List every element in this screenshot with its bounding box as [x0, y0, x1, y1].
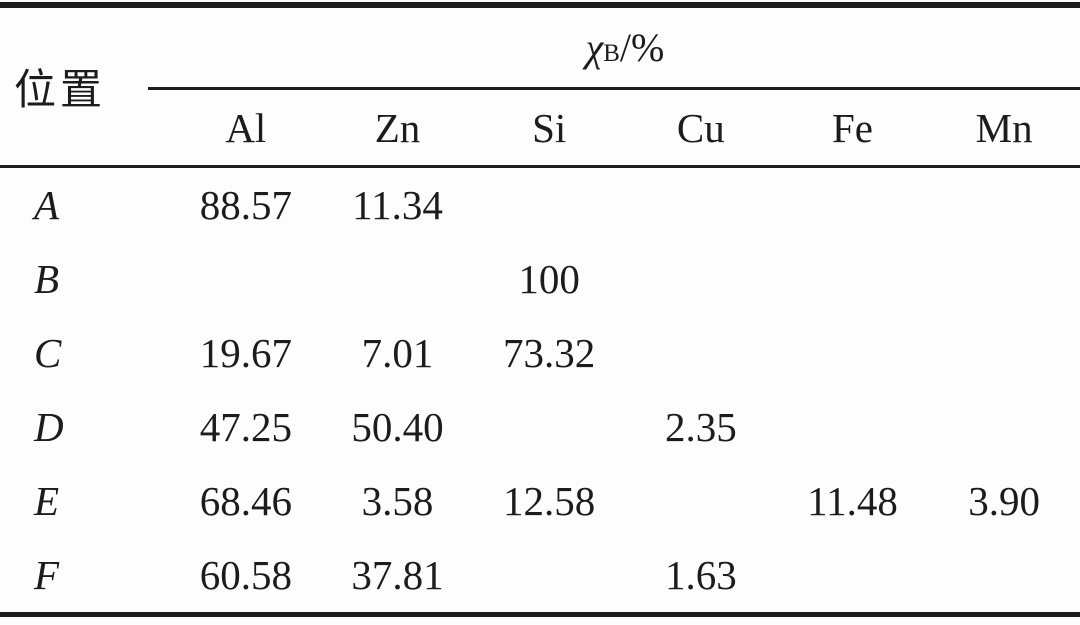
table-cell: 7.01: [361, 330, 434, 376]
table-cell: 50.40: [351, 404, 444, 450]
table-bottom-rule: [0, 612, 1080, 617]
table-cell: 100: [518, 256, 580, 302]
table-cell: 88.57: [199, 182, 292, 228]
chi-subscript: B: [603, 39, 620, 67]
table-cell: 47.25: [199, 404, 292, 450]
column-header-mn: Mn: [975, 104, 1033, 151]
table-row-d: D 47.25 50.40 2.35: [0, 390, 1080, 464]
column-header-cu: Cu: [676, 104, 725, 151]
span-header-chi-b-percent: χ B/%: [170, 8, 1080, 87]
table-top-rule: [0, 2, 1080, 8]
span-header-zone: χ B/% Al Zn Si Cu Fe Mn: [148, 8, 1080, 165]
table-cell: 68.46: [199, 478, 292, 524]
column-header-al: Al: [225, 104, 267, 151]
table-cell: 3.90: [968, 478, 1041, 524]
table-header: 位置 χ B/% Al Zn Si Cu Fe Mn: [0, 8, 1080, 165]
table-row-c: C 19.67 7.01 73.32: [0, 316, 1080, 390]
percent-suffix: /%: [619, 25, 665, 70]
row-label: D: [34, 404, 64, 450]
table-cell: 2.35: [664, 404, 737, 450]
header-body-divider-rule: [0, 165, 1080, 168]
table-row-a: A 88.57 11.34: [0, 168, 1080, 242]
table-cell: 37.81: [351, 552, 444, 598]
table-row-e: E 68.46 3.58 12.58 11.48 3.90: [0, 464, 1080, 538]
column-header-zn: Zn: [374, 104, 421, 151]
row-header-label: 位置: [14, 68, 107, 114]
table-row-b: B 100: [0, 242, 1080, 316]
row-label: E: [34, 478, 60, 524]
table-cell: 60.58: [199, 552, 292, 598]
table-cell: 11.34: [352, 182, 443, 228]
row-label: C: [34, 330, 62, 376]
column-header-si: Si: [532, 104, 567, 151]
row-label: F: [34, 552, 60, 598]
table-body: A 88.57 11.34 B 100 C 19.67 7.01 73.32: [0, 168, 1080, 612]
span-header-rule: [148, 87, 1080, 90]
table-cell: 1.63: [664, 552, 737, 598]
chi-symbol: χ: [585, 25, 604, 70]
row-label: B: [34, 256, 60, 302]
table-cell: 11.48: [807, 478, 898, 524]
row-label: A: [34, 182, 60, 228]
table-cell: 19.67: [199, 330, 292, 376]
column-header-fe: Fe: [831, 104, 873, 151]
table-row-f: F 60.58 37.81 1.63: [0, 538, 1080, 612]
table-cell: 73.32: [503, 330, 596, 376]
table-cell: 3.58: [361, 478, 434, 524]
element-header-row: Al Zn Si Cu Fe Mn: [170, 90, 1080, 165]
table-cell: 12.58: [503, 478, 596, 524]
